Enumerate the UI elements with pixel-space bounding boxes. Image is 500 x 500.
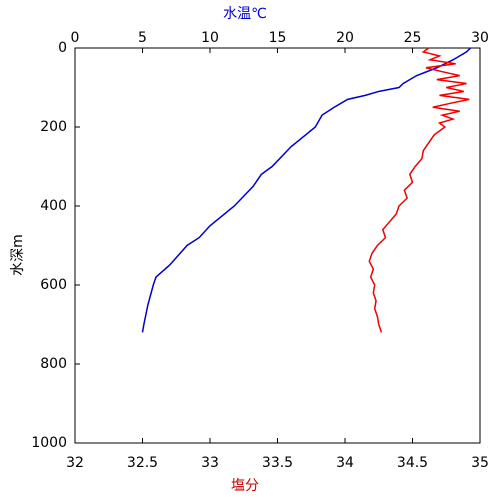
x-tick-label: 34.5 <box>397 455 428 471</box>
x2-tick-label: 25 <box>404 30 422 46</box>
x-tick-label: 33.5 <box>262 455 293 471</box>
y-tick-label: 0 <box>58 40 67 56</box>
x-tick-label: 35 <box>471 455 489 471</box>
profile-line <box>368 47 470 333</box>
top-axis-title: 水温℃ <box>223 6 267 22</box>
x2-tick-label: 5 <box>138 30 147 46</box>
x-tick-label: 34 <box>336 455 354 471</box>
x2-tick-label: 20 <box>336 30 354 46</box>
x2-tick-label: 10 <box>201 30 219 46</box>
x2-tick-label: 30 <box>471 30 489 46</box>
profile-line <box>141 47 472 333</box>
y-tick-label: 200 <box>40 119 67 135</box>
y-tick-label: 600 <box>40 277 67 293</box>
y-tick-label: 1000 <box>31 435 67 451</box>
x-tick-label: 32.5 <box>127 455 158 471</box>
plot-frame <box>74 47 481 444</box>
x2-tick-label: 15 <box>269 30 287 46</box>
bottom-axis-title: 塩分 <box>231 478 259 494</box>
x-tick-label: 32 <box>66 455 84 471</box>
y-tick-label: 800 <box>40 356 67 372</box>
y-axis-title: 水深m <box>10 234 26 276</box>
x-tick-label: 33 <box>201 455 219 471</box>
y-tick-label: 400 <box>40 198 67 214</box>
x2-tick-label: 0 <box>71 30 80 46</box>
